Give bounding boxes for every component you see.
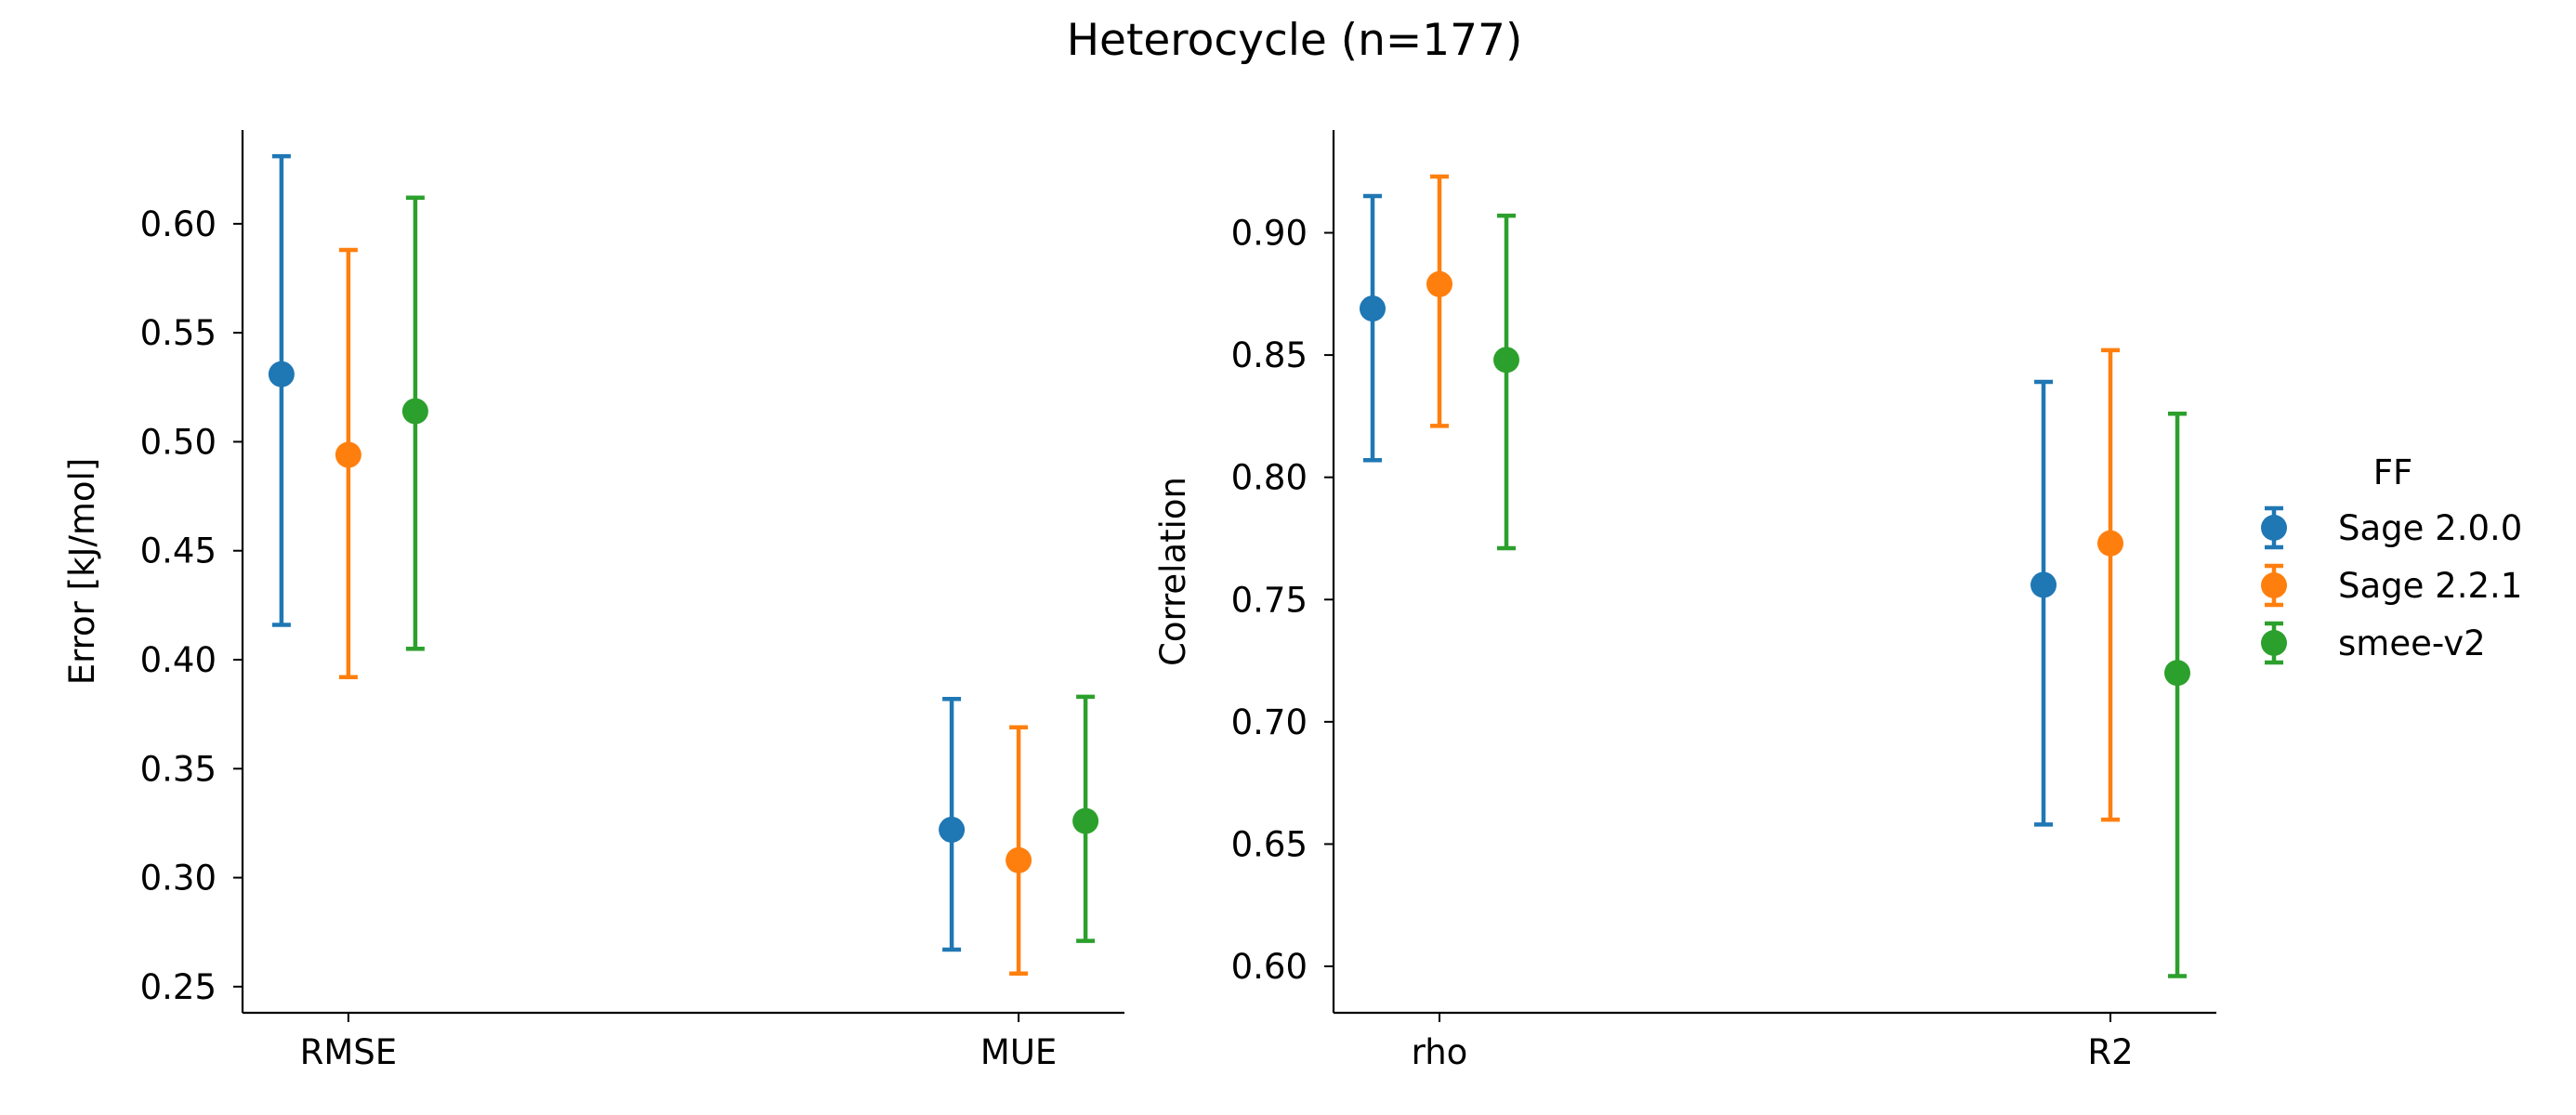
legend-label: smee-v2 — [2338, 623, 2486, 663]
y-axis-label: Error [kJ/mol] — [62, 458, 102, 686]
data-point-rmse — [401, 398, 428, 425]
series-sage-2-2-1 — [1426, 174, 2123, 822]
legend-entry-sage-2-2-1: Sage 2.2.1 — [2261, 563, 2522, 608]
series-smee-v2 — [401, 195, 1099, 943]
y-tick-label: 0.70 — [1231, 702, 1308, 742]
data-point-rho — [1426, 270, 1452, 297]
data-point-r2 — [2097, 530, 2123, 557]
y-tick-label: 0.85 — [1231, 335, 1308, 375]
legend-entry-smee-v2: smee-v2 — [2261, 621, 2486, 665]
y-tick-label: 0.75 — [1231, 580, 1308, 620]
data-point-rmse — [335, 441, 361, 468]
x-tick-label-rmse: RMSE — [300, 1032, 398, 1072]
x-tick-label-r2: R2 — [2087, 1032, 2133, 1072]
series-smee-v2 — [1493, 213, 2190, 978]
series-sage-2-0-0 — [268, 153, 966, 952]
x-tick-label-mue: MUE — [980, 1032, 1057, 1072]
y-tick-label: 0.30 — [140, 859, 217, 899]
legend-marker — [2261, 572, 2287, 598]
series-sage-2-2-1 — [335, 247, 1032, 977]
y-tick-label: 0.50 — [140, 422, 217, 462]
legend-entry-sage-2-0-0: Sage 2.0.0 — [2261, 505, 2522, 550]
series-sage-2-0-0 — [1360, 193, 2057, 827]
y-tick-label: 0.80 — [1231, 458, 1308, 498]
legend-title: FF — [2373, 453, 2413, 492]
y-axis-label: Correlation — [1153, 477, 1193, 666]
y-tick-label: 0.25 — [140, 967, 217, 1007]
y-tick-label: 0.35 — [140, 749, 217, 789]
legend-label: Sage 2.2.1 — [2338, 566, 2522, 606]
data-point-mue — [939, 816, 966, 843]
x-tick-label-rho: rho — [1412, 1032, 1468, 1072]
y-tick-label: 0.90 — [1231, 214, 1308, 254]
data-point-rho — [1493, 347, 1519, 374]
data-point-mue — [1072, 807, 1099, 834]
data-point-rmse — [268, 361, 295, 387]
y-tick-label: 0.45 — [140, 531, 217, 571]
y-tick-label: 0.55 — [140, 313, 217, 353]
legend-marker — [2261, 630, 2287, 656]
data-point-mue — [1005, 846, 1032, 873]
y-tick-label: 0.60 — [140, 204, 217, 244]
y-tick-label: 0.60 — [1231, 947, 1308, 987]
plots: 0.25 0.30 0.35 0.40 0.45 0.50 0.55 0.60 RMSE MUE E… — [62, 130, 2216, 1072]
legend-marker — [2261, 515, 2287, 541]
y-tick-label: 0.65 — [1231, 824, 1308, 864]
data-point-rho — [1360, 295, 1386, 322]
data-point-r2 — [2031, 571, 2057, 598]
figure-title: Heterocycle (n=177) — [1067, 15, 1523, 66]
subplot-2: 0.60 0.65 0.70 0.75 0.80 0.85 0.90 rho R2 Correla… — [1153, 130, 2216, 1072]
y-tick-label: 0.40 — [140, 640, 217, 680]
legend-label: Sage 2.0.0 — [2338, 508, 2522, 548]
legend: FF Sage 2.0.0 Sage 2.2.1 smee-v2 — [2261, 453, 2522, 665]
subplot-1: 0.25 0.30 0.35 0.40 0.45 0.50 0.55 0.60 RMSE MUE E… — [62, 130, 1124, 1072]
data-point-r2 — [2164, 660, 2190, 687]
